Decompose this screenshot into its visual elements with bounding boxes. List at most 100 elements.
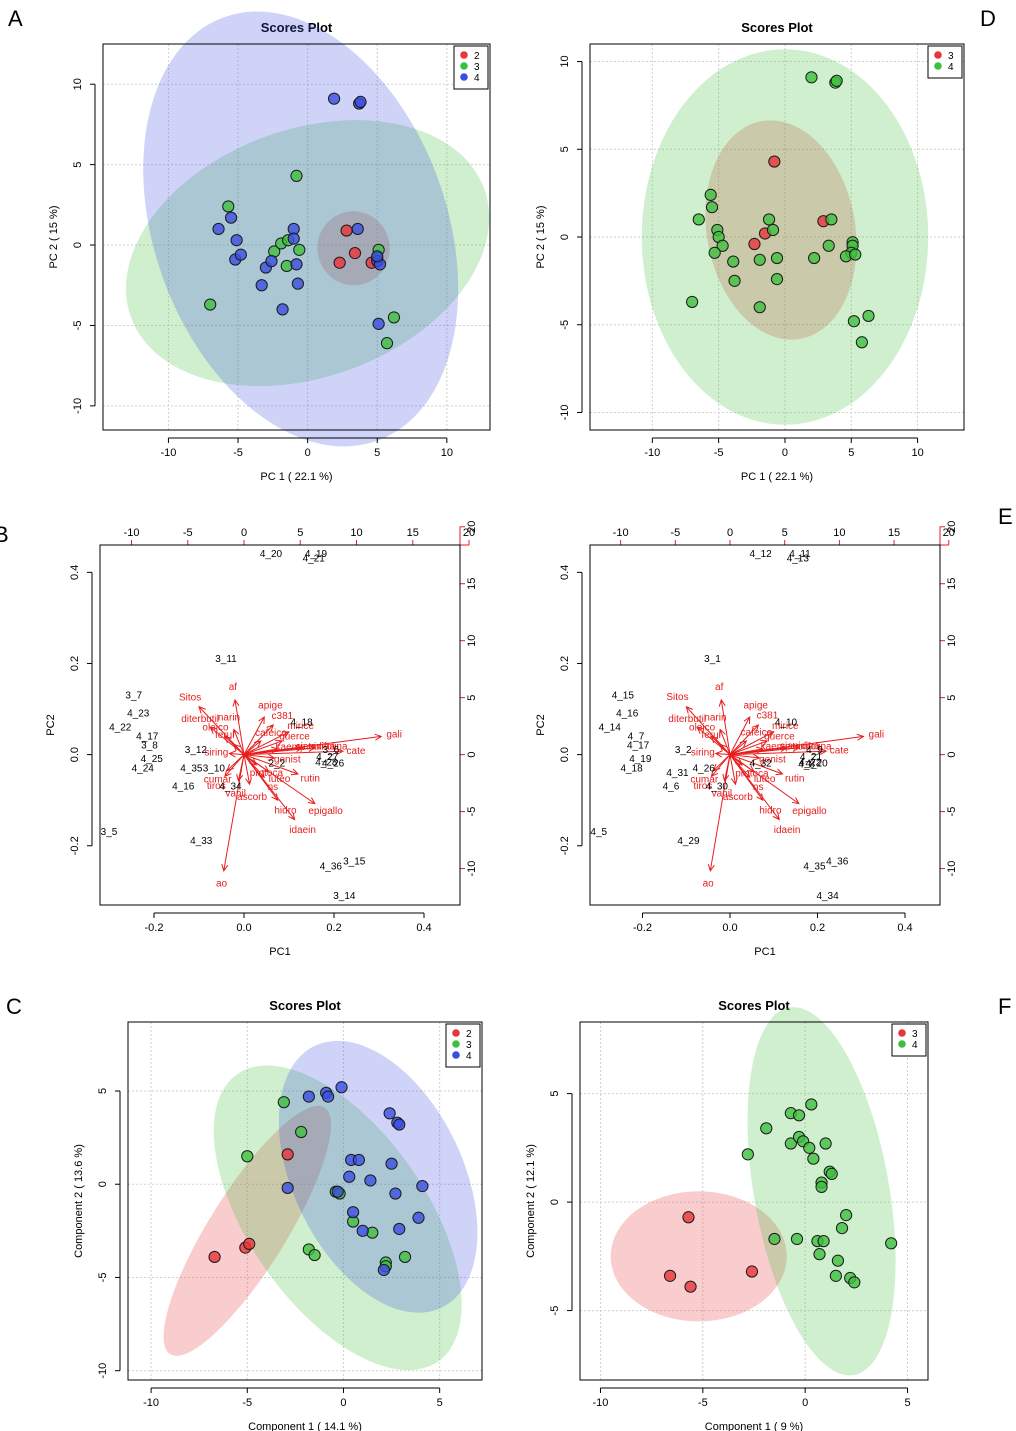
data-point-group-4 xyxy=(849,248,862,261)
loading-label: c381 xyxy=(272,711,294,722)
x-tick-label: 5 xyxy=(437,1397,443,1409)
data-point-group-4 xyxy=(885,1237,898,1250)
sample-label: 3_8 xyxy=(141,741,158,752)
loading-arrow-vanil xyxy=(236,754,245,782)
legend-label: 3 xyxy=(474,62,480,73)
right-axis-tick-label: 5 xyxy=(466,695,478,701)
data-point-group-4 xyxy=(741,1148,754,1161)
x-tick-label: 0.2 xyxy=(810,922,825,934)
data-point-group-4 xyxy=(321,1090,335,1103)
data-point-group-4 xyxy=(389,1187,402,1200)
data-point-group-4 xyxy=(335,1081,348,1094)
sample-label: 4_31 xyxy=(666,768,689,779)
x-tick-label: 0 xyxy=(782,447,788,459)
y-tick-label: 0.2 xyxy=(559,656,571,671)
loading-label: vanil xyxy=(225,789,246,800)
x-tick-label: 0.2 xyxy=(326,922,341,934)
loading-arrow-oleico xyxy=(710,735,731,755)
sample-label: 4_18 xyxy=(620,763,643,774)
loading-label: querce xyxy=(279,732,310,743)
top-axis-tick-label: 15 xyxy=(407,527,419,539)
loading-label: diterbutil xyxy=(668,714,706,725)
legend-marker-3 xyxy=(934,51,942,59)
data-point-group-4 xyxy=(331,1185,344,1198)
y-tick-label: 0 xyxy=(72,242,84,248)
chart-panel-c: Scores Plot -10 -5 0 5 Component 1 ( 14.1 %) -… xyxy=(73,998,483,1431)
sample-label: 4_30 xyxy=(706,782,729,793)
x-tick-label: -10 xyxy=(160,447,176,459)
legend-label: 2 xyxy=(466,1029,472,1040)
legend-marker-4 xyxy=(460,73,468,81)
legend-marker-4 xyxy=(934,62,942,70)
data-point-group-3 xyxy=(277,1096,290,1109)
legend-label: 2 xyxy=(474,51,480,62)
data-point-group-4 xyxy=(862,309,875,323)
chart-panel-d: Scores Plot -10 -5 0 5 10 PC 1 ( 22.1 %) -10 -5 0… xyxy=(535,20,965,483)
sample-label: 4_33 xyxy=(190,836,213,847)
loading-arrow-narin xyxy=(719,728,731,755)
data-point-group-4 xyxy=(835,1222,849,1235)
legend-marker-4 xyxy=(898,1040,906,1048)
panel-letter-c: C xyxy=(6,994,22,1019)
legend-box xyxy=(891,1023,927,1057)
top-axis-tick-label: -5 xyxy=(183,527,193,539)
data-point-group-4 xyxy=(829,1269,842,1282)
loading-label: luteo xyxy=(269,774,291,785)
sample-label: 4_13 xyxy=(787,554,810,565)
data-point-group-4 xyxy=(825,213,838,226)
data-point-group-4 xyxy=(770,273,784,286)
data-point-group-2 xyxy=(281,1148,294,1161)
loading-arrow-protoca xyxy=(243,754,258,766)
top-axis-tick-label: 10 xyxy=(833,527,845,539)
legend-marker-3 xyxy=(898,1029,906,1037)
top-axis-tick-label: -10 xyxy=(124,527,140,539)
sample-label: 4_16 xyxy=(172,782,195,793)
loading-label: cianidina xyxy=(780,741,820,752)
data-point-group-4 xyxy=(352,1153,365,1167)
loading-arrow-ns xyxy=(243,754,266,779)
loading-label: ns xyxy=(268,782,279,793)
loading-arrow-cafeico xyxy=(243,740,262,756)
legend-label: 4 xyxy=(466,1051,472,1062)
data-point-group-4 xyxy=(265,255,278,268)
loading-label: Sitos xyxy=(179,692,201,703)
legend-marker-3 xyxy=(460,62,468,70)
y-tick-label: 5 xyxy=(72,162,84,168)
loading-label: Sitos xyxy=(666,692,688,703)
sample-label: 4_28 xyxy=(315,757,338,768)
sample-label: 4_29 xyxy=(677,836,700,847)
data-point-group-3 xyxy=(295,1125,308,1139)
data-point-group-4 xyxy=(412,1211,425,1224)
data-point-group-4 xyxy=(784,1137,797,1150)
panel-letter-f: F xyxy=(998,994,1012,1019)
loading-arrow-ao xyxy=(221,754,245,872)
loading-label: ascorb xyxy=(237,792,267,803)
loading-arrow-hidro xyxy=(729,754,764,802)
data-point-group-4 xyxy=(393,1222,406,1236)
loading-label: cianidina xyxy=(296,741,336,752)
x-tick-label: 0.4 xyxy=(897,922,912,934)
right-axis-tick-label: 10 xyxy=(946,635,958,647)
right-axis-tick-label: -10 xyxy=(466,861,478,877)
loading-label: rutin xyxy=(785,773,804,784)
loading-arrow-narin xyxy=(232,728,245,755)
legend-label: 4 xyxy=(912,1040,918,1051)
sample-label: 4_7 xyxy=(628,731,645,742)
y-tick-label: -10 xyxy=(72,398,84,414)
sample-label: 3_1 xyxy=(704,654,721,665)
data-point-group-4 xyxy=(704,188,717,201)
data-point-group-2 xyxy=(333,256,346,269)
x-tick-label: -0.2 xyxy=(145,922,164,934)
loading-arrow-rutin xyxy=(243,754,300,776)
legend-label: 3 xyxy=(948,51,954,62)
sample-label: 4_21 xyxy=(303,554,326,565)
legend-marker-4 xyxy=(452,1051,460,1059)
loading-label: vanil xyxy=(712,789,733,800)
confidence-ellipse-4 xyxy=(143,11,459,447)
loading-label: epigallo xyxy=(308,806,343,817)
loading-label: querce xyxy=(764,731,795,742)
loading-label: ao xyxy=(216,879,228,890)
right-axis-tick-label: 15 xyxy=(946,578,958,590)
panel-letter-b: B xyxy=(0,522,9,547)
